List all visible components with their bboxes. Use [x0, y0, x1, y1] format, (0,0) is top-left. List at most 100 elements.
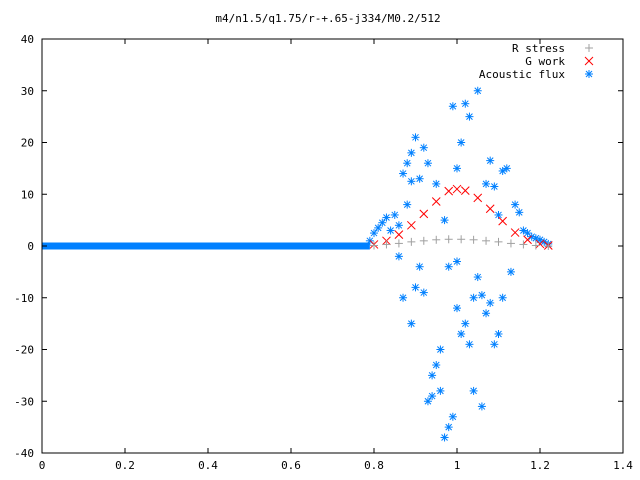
data-point	[453, 304, 461, 313]
data-point	[415, 262, 424, 271]
data-point	[431, 197, 441, 206]
legend-label: Acoustic flux	[479, 68, 565, 81]
data-point	[519, 240, 528, 249]
data-point	[494, 210, 503, 219]
legend-marker	[585, 70, 593, 78]
data-point	[394, 230, 404, 239]
x-axis: 0 0.2 0.4 0.6 0.8 1 1.2 1.4	[39, 39, 633, 472]
data-point	[498, 216, 508, 226]
data-point	[411, 133, 420, 142]
data-point	[535, 239, 545, 249]
data-point	[403, 159, 412, 168]
y-tick-label: -30	[14, 395, 34, 408]
series-r-stress	[370, 235, 553, 250]
data-point	[544, 242, 553, 250]
data-point	[374, 223, 383, 232]
data-point	[440, 216, 449, 225]
x-tick-label: 1.2	[530, 459, 550, 472]
data-point	[523, 235, 532, 245]
x-tick-label: 0	[39, 459, 46, 472]
data-point	[486, 298, 495, 307]
data-point	[448, 412, 457, 421]
data-point	[394, 221, 403, 230]
data-point	[482, 309, 491, 318]
data-point	[531, 241, 540, 250]
data-point	[382, 240, 391, 249]
data-point	[506, 239, 515, 248]
data-point	[419, 288, 428, 297]
y-tick-label: 30	[21, 85, 34, 98]
y-tick-label: -40	[14, 447, 34, 460]
data-point	[490, 182, 499, 191]
data-point	[473, 193, 483, 203]
data-point	[370, 241, 378, 250]
chart-title: m4/n1.5/q1.75/r-+.65-j334/M0.2/512	[215, 12, 440, 25]
data-point	[444, 235, 453, 244]
x-tick-label: 1	[454, 459, 461, 472]
data-point	[477, 402, 486, 411]
data-point	[394, 252, 403, 261]
y-tick-label: 0	[27, 240, 34, 253]
data-point	[390, 210, 399, 219]
data-point	[515, 208, 524, 217]
data-point	[370, 229, 378, 238]
data-point	[428, 392, 437, 401]
data-point	[453, 257, 461, 266]
data-point	[473, 273, 482, 282]
y-tick-label: 40	[21, 33, 34, 46]
data-point	[477, 291, 486, 300]
data-point	[457, 138, 466, 147]
data-point	[453, 164, 461, 173]
data-point	[428, 371, 437, 380]
legend-label: R stress	[512, 42, 565, 55]
data-point	[419, 209, 429, 219]
data-point	[419, 143, 428, 152]
x-tick-label: 0.6	[281, 459, 301, 472]
x-tick-label: 0.8	[364, 459, 384, 472]
data-point	[469, 293, 478, 302]
data-point	[502, 164, 511, 173]
data-point	[465, 112, 474, 121]
data-point	[407, 319, 416, 328]
data-marks	[42, 86, 553, 442]
data-point	[399, 293, 408, 302]
data-point	[444, 186, 454, 196]
legend-label: G work	[525, 55, 565, 68]
data-point	[432, 235, 441, 244]
data-point	[411, 283, 420, 292]
data-point	[394, 239, 403, 248]
data-point	[490, 340, 499, 349]
data-point	[378, 218, 387, 227]
y-tick-label: -10	[14, 292, 34, 305]
data-point	[519, 226, 528, 235]
data-point	[407, 177, 416, 186]
data-point	[382, 213, 391, 222]
y-tick-label: 20	[21, 137, 34, 150]
data-point	[448, 102, 457, 111]
data-point	[436, 345, 445, 354]
data-point	[432, 179, 441, 188]
data-point	[494, 237, 503, 246]
data-point	[486, 156, 495, 165]
data-point	[482, 236, 491, 245]
y-axis: 40 30 20 10 0 -10 -20 -30 -40	[14, 33, 623, 460]
data-point	[457, 329, 466, 338]
data-point	[485, 204, 495, 214]
data-point	[406, 220, 416, 230]
data-point	[432, 361, 441, 370]
data-point	[436, 386, 445, 395]
data-point	[419, 236, 428, 245]
legend-marker	[585, 44, 593, 52]
series-g-work	[369, 184, 553, 250]
data-point	[444, 423, 453, 432]
data-point	[386, 226, 395, 235]
data-point	[469, 386, 478, 395]
data-point	[498, 293, 507, 302]
data-point	[440, 433, 449, 442]
data-point	[511, 200, 520, 209]
data-point	[407, 237, 416, 246]
data-point	[465, 340, 474, 349]
data-point	[403, 200, 412, 209]
